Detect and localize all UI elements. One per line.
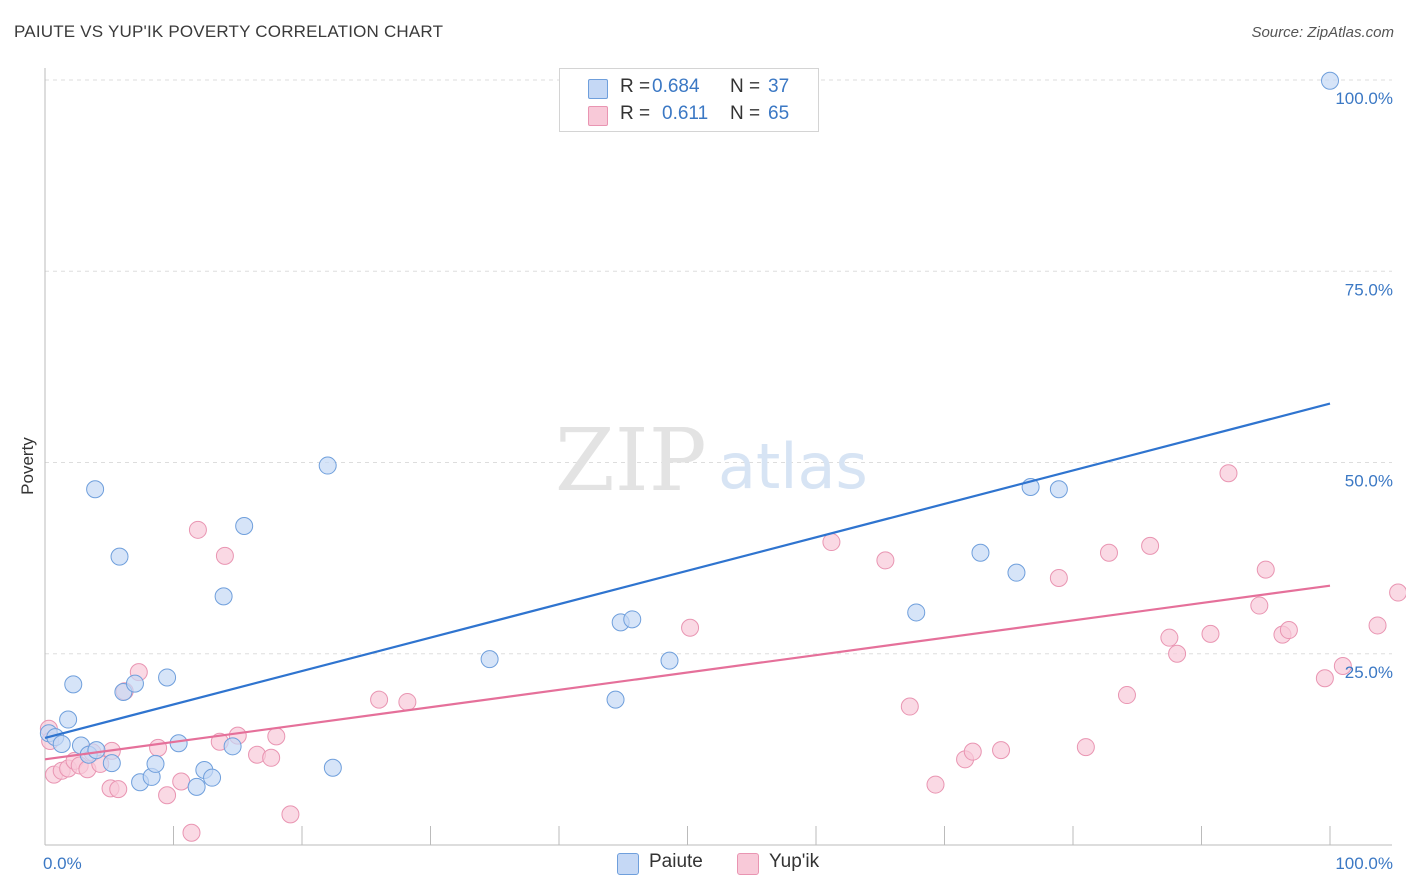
- grid: [45, 79, 1392, 655]
- paiute-point: [480, 650, 499, 669]
- paiute-point: [52, 735, 71, 754]
- paiute-point: [187, 777, 206, 796]
- paiute-point: [660, 651, 679, 670]
- paiute-point: [971, 543, 990, 562]
- paiute-point: [87, 741, 106, 760]
- paiute-n-value: 37: [768, 76, 790, 97]
- watermark: ZIP atlas: [555, 411, 868, 511]
- paiute-point: [125, 674, 144, 693]
- paiute-point: [110, 547, 129, 566]
- yupik-swatch: [588, 106, 608, 126]
- yupik-trend-line: [44, 584, 1331, 761]
- paiute-point: [146, 754, 165, 773]
- paiute-legend-swatch: [617, 853, 639, 875]
- yupik-legend-swatch: [737, 853, 759, 875]
- paiute-point: [235, 516, 254, 535]
- paiute-point: [169, 734, 188, 753]
- x-tick-label: 100.0%: [1335, 854, 1393, 873]
- yupik-point: [1141, 536, 1160, 555]
- paiute-point: [623, 610, 642, 629]
- paiute-point: [323, 758, 342, 777]
- yupik-point: [1049, 569, 1068, 588]
- yupik-point: [398, 692, 417, 711]
- paiute-points: [39, 71, 1339, 796]
- x-tick-label: 0.0%: [43, 854, 82, 873]
- y-tick-label: 100.0%: [1335, 89, 1393, 108]
- yupik-legend-label: Yup'ik: [769, 851, 820, 872]
- yupik-point: [149, 738, 168, 757]
- yupik-point: [1201, 624, 1220, 643]
- yupik-point: [1333, 656, 1352, 675]
- trend-lines: [44, 402, 1331, 761]
- yupik-n-label: N =: [730, 103, 761, 124]
- yupik-point: [172, 772, 191, 791]
- paiute-point: [102, 754, 121, 773]
- paiute-point: [223, 737, 242, 756]
- yupik-point: [876, 551, 895, 570]
- yupik-point: [182, 823, 201, 842]
- paiute-point: [907, 603, 926, 622]
- yupik-point: [1076, 738, 1095, 757]
- yupik-point: [1368, 616, 1387, 635]
- y-axis-label: Poverty: [18, 437, 37, 495]
- yupik-point: [963, 742, 982, 761]
- watermark-zip: ZIP: [555, 411, 707, 511]
- yupik-point: [926, 775, 945, 794]
- yupik-point: [1168, 644, 1187, 663]
- yupik-point: [1315, 669, 1334, 688]
- paiute-n-label: N =: [730, 76, 761, 97]
- paiute-point: [59, 710, 78, 729]
- axes: [44, 68, 1392, 846]
- yupik-points: [39, 464, 1406, 842]
- paiute-point: [64, 675, 83, 694]
- yupik-point: [822, 533, 841, 552]
- yupik-point: [188, 520, 207, 539]
- yupik-point: [1219, 464, 1238, 483]
- paiute-point: [1049, 480, 1068, 499]
- paiute-swatch: [588, 79, 608, 99]
- paiute-r-label: R =: [620, 76, 651, 97]
- yupik-point: [1256, 560, 1275, 579]
- yupik-point: [1160, 628, 1179, 647]
- paiute-point: [606, 690, 625, 709]
- source-attribution: Source: ZipAtlas.com: [1251, 24, 1394, 41]
- yupik-point: [900, 697, 919, 716]
- correlation-legend: R = 0.684 N = 37 R = 0.611 N = 65: [559, 68, 819, 132]
- yupik-point: [158, 786, 177, 805]
- y-tick-label: 75.0%: [1345, 280, 1393, 299]
- paiute-point: [203, 768, 222, 787]
- paiute-point: [1321, 71, 1339, 90]
- paiute-point: [318, 456, 337, 475]
- paiute-point: [1007, 563, 1026, 582]
- yupik-point: [267, 727, 286, 746]
- yupik-r-value: 0.611: [662, 103, 709, 124]
- yupik-point: [281, 805, 300, 824]
- yupik-point: [992, 741, 1011, 760]
- paiute-point: [214, 587, 233, 606]
- chart-title: PAIUTE VS YUP'IK POVERTY CORRELATION CHA…: [14, 22, 444, 41]
- paiute-trend-line: [44, 402, 1331, 739]
- yupik-point: [1117, 686, 1136, 705]
- yupik-point: [262, 748, 281, 767]
- yupik-n-value: 65: [768, 103, 790, 124]
- paiute-point: [158, 668, 177, 687]
- paiute-r-value: 0.684: [652, 76, 700, 97]
- yupik-point: [1099, 543, 1118, 562]
- yupik-point: [109, 780, 128, 799]
- paiute-point: [86, 480, 105, 499]
- tick-labels: 25.0% 50.0% 75.0% 100.0% 0.0% 100.0%: [43, 89, 1393, 873]
- yupik-point: [681, 618, 700, 637]
- y-tick-label: 25.0%: [1345, 663, 1393, 682]
- watermark-atlas: atlas: [718, 430, 868, 503]
- yupik-r-label: R =: [620, 103, 651, 124]
- yupik-point: [1279, 621, 1298, 640]
- yupik-point: [1250, 596, 1269, 615]
- paiute-legend-label: Paiute: [649, 851, 703, 872]
- y-tick-label: 50.0%: [1345, 472, 1393, 491]
- yupik-point: [1389, 583, 1406, 602]
- yupik-point: [370, 690, 389, 709]
- yupik-point: [215, 546, 234, 565]
